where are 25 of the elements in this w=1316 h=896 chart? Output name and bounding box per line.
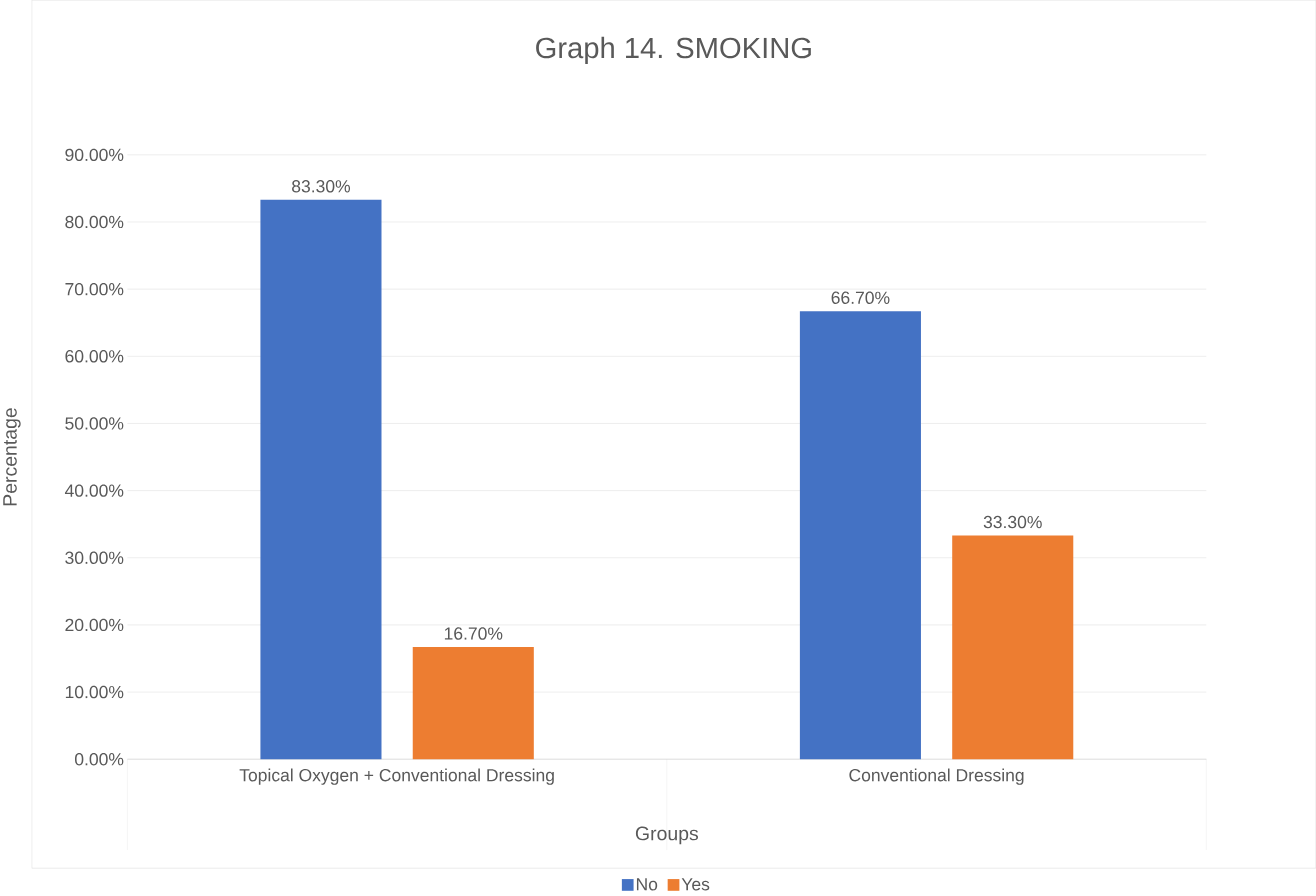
legend-label: No: [636, 878, 658, 891]
x-axis-title: Groups: [635, 826, 699, 845]
y-tick-label: 80.00%: [65, 215, 124, 229]
legend-label: Yes: [681, 878, 710, 891]
y-tick-label: 0.00%: [75, 753, 124, 766]
y-tick-label: 90.00%: [65, 148, 124, 162]
x-tick-label: Topical Oxygen + Conventional Dressing: [239, 768, 554, 786]
y-tick-label: 60.00%: [65, 350, 124, 363]
data-label: 66.70%: [831, 291, 890, 305]
bar: [412, 647, 534, 760]
y-tick-label: 10.00%: [65, 686, 124, 699]
y-tick-label: 50.00%: [65, 417, 124, 430]
y-tick-label: 70.00%: [65, 283, 124, 296]
bar: [952, 535, 1074, 760]
chart-title: Graph 14. SMOKING: [536, 37, 811, 65]
y-tick-label: 20.00%: [65, 618, 124, 632]
x-tick-label: Conventional Dressing: [849, 768, 1024, 786]
data-label: 33.30%: [983, 516, 1042, 529]
y-tick-label: 30.00%: [65, 551, 124, 565]
y-tick-label: 40.00%: [64, 484, 124, 498]
bar: [799, 311, 921, 760]
y-axis-title: Percentage: [3, 408, 21, 506]
data-label: 16.70%: [444, 627, 503, 640]
data-label: 83.30%: [292, 180, 351, 193]
bar: [260, 200, 382, 760]
